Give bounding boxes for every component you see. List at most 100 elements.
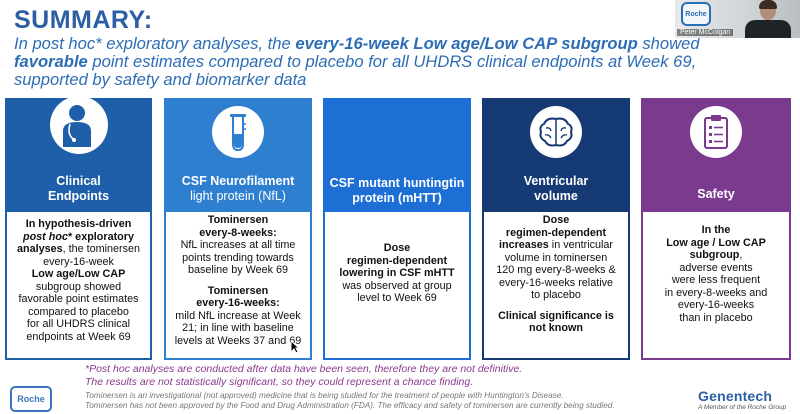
body-text: In hypothesis-driven <box>25 218 132 230</box>
body-text: volume in tominersen <box>504 251 608 264</box>
card-title-line: Clinical <box>56 174 101 188</box>
card-header: CSF mutant huntingtin protein (mHTT) <box>325 100 469 212</box>
body-text: in every-8-weeks and <box>664 286 768 299</box>
card-clinical-endpoints: Clinical Endpoints In hypothesis-driven … <box>5 96 152 360</box>
card-title-line: volume <box>534 189 578 203</box>
body-text: regimen-dependent <box>346 254 448 267</box>
presenter-body <box>745 20 791 38</box>
footnote: *Post hoc analyses are conducted after d… <box>85 363 522 388</box>
card-csf-nfl: CSF Neurofilament light protein (NfL) To… <box>164 98 312 360</box>
card-title: Safety <box>643 187 789 202</box>
body-text: subgroup <box>689 249 740 261</box>
summary-cards: Clinical Endpoints In hypothesis-driven … <box>5 96 795 360</box>
body-text: subgroup showed <box>35 280 122 293</box>
card-title-line: protein (mHTT) <box>352 191 442 205</box>
body-text: every-16-weeks relative <box>498 276 613 289</box>
body-text: Tominersen <box>207 214 269 226</box>
body-text: endpoints at Week 69 <box>26 330 131 343</box>
card-body: In hypothesis-driven post hoc* explorato… <box>7 212 150 358</box>
body-text: NfL increases at all time <box>180 239 296 251</box>
body-text: adverse events <box>679 261 753 274</box>
body-text: Low age / Low CAP <box>666 236 766 249</box>
body-text: analyses <box>16 243 63 255</box>
body-text: * exploratory <box>67 230 134 243</box>
body-text: Low age/Low CAP <box>31 268 126 280</box>
card-title-line: Ventricular <box>523 174 589 188</box>
body-text: favorable point estimates <box>18 293 139 305</box>
card-header: Ventricular volume <box>484 100 628 212</box>
body-text: compared to placebo <box>28 305 129 318</box>
body-text: every-16-weeks: <box>196 297 280 309</box>
body-text: , the tominersen <box>62 243 141 255</box>
mouse-cursor-icon <box>290 340 300 354</box>
slide-title: SUMMARY: <box>14 6 153 34</box>
roche-wall-logo: Roche <box>681 2 711 26</box>
body-text: Tominersen <box>207 284 269 297</box>
card-csf-mhtt: CSF mutant huntingtin protein (mHTT) Dos… <box>323 98 471 360</box>
body-text: Dose <box>383 242 411 254</box>
body-text: points trending towards <box>182 251 294 264</box>
roche-logo-text: Roche <box>17 394 45 404</box>
card-ventricular-volume: Ventricular volume Dose regimen-dependen… <box>482 98 630 360</box>
presenter-hair <box>759 0 777 9</box>
body-text: , <box>739 249 743 261</box>
genentech-logo-text: Genentech <box>698 388 773 404</box>
body-text: baseline by Week 69 <box>187 264 289 276</box>
card-title-line: light protein (NfL) <box>190 189 286 203</box>
clipboard-checklist-icon <box>690 106 742 158</box>
body-text: Clinical significance is <box>498 309 614 322</box>
card-title: Ventricular volume <box>484 174 628 204</box>
card-title: CSF Neurofilament light protein (NfL) <box>166 174 310 204</box>
roche-wall-logo-text: Roche <box>685 10 707 18</box>
body-text: was observed at group <box>342 279 452 292</box>
card-title-line: Endpoints <box>47 189 110 203</box>
presenter-video-thumbnail[interactable]: Roche Peter McColgan <box>675 0 800 38</box>
card-safety: Safety In the Low age / Low CAP subgroup… <box>641 98 791 360</box>
subtitle-text: In post hoc* exploratory analyses, the <box>14 34 296 53</box>
presenter-name-label: Peter McColgan <box>677 29 734 36</box>
card-title: Clinical Endpoints <box>7 174 150 204</box>
body-text: to placebo <box>531 289 581 301</box>
body-text: in ventricular <box>548 239 614 251</box>
card-title-line: CSF Neurofilament <box>181 174 295 188</box>
body-text: every-16-week <box>43 255 114 268</box>
footnote-line: *Post hoc analyses are conducted after d… <box>85 363 523 375</box>
card-body: Dose regimen-dependent lowering in CSF m… <box>325 212 469 358</box>
card-title: CSF mutant huntingtin protein (mHTT) <box>325 176 469 206</box>
body-text: regimen-dependent <box>505 226 607 239</box>
body-text: for all UHDRS clinical <box>26 318 131 330</box>
card-body: In the Low age / Low CAP subgroup, adver… <box>643 212 789 358</box>
body-text: lowering in CSF mHTT <box>339 267 455 279</box>
body-text: increases <box>498 239 549 251</box>
body-text: level to Week 69 <box>357 292 437 304</box>
card-body: Dose regimen-dependent increases in vent… <box>484 212 628 358</box>
body-text: every-16-weeks <box>677 299 755 311</box>
body-text: 21; in line with baseline <box>182 322 294 334</box>
subtitle-bold: favorable <box>14 52 88 71</box>
body-text: mild NfL increase at Week <box>175 309 301 322</box>
card-header: Clinical Endpoints <box>7 96 150 212</box>
genentech-tagline: A Member of the Roche Group <box>698 404 787 411</box>
legal-line: Tominersen is an investigational (not ap… <box>85 391 564 400</box>
roche-logo: Roche <box>10 386 52 412</box>
card-header: CSF Neurofilament light protein (NfL) <box>166 100 310 212</box>
card-body: Tominersen every-8-weeks: NfL increases … <box>166 212 310 358</box>
body-text: not known <box>529 322 583 334</box>
test-tube-icon <box>212 106 264 158</box>
body-text: levels at Weeks 37 and 69 <box>174 334 302 347</box>
body-text: post hoc <box>22 230 68 243</box>
body-text: every-8-weeks: <box>199 226 277 239</box>
card-title-line: Safety <box>697 187 735 201</box>
subtitle-text: showed <box>637 34 700 53</box>
slide-subtitle: In post hoc* exploratory analyses, the e… <box>14 35 774 89</box>
subtitle-text: point estimates compared to placebo for … <box>14 52 697 89</box>
genentech-logo: Genentech A Member of the Roche Group <box>698 388 786 411</box>
card-header: Safety <box>643 100 789 212</box>
footnote-line: The results are not statistically signif… <box>85 375 474 388</box>
body-text: than in placebo <box>679 311 753 324</box>
card-title-line: CSF mutant huntingtin <box>329 176 465 190</box>
body-text: In the <box>701 224 731 236</box>
brain-icon <box>530 106 582 158</box>
body-text: Dose <box>542 214 570 226</box>
body-text: were less frequent <box>671 274 761 286</box>
